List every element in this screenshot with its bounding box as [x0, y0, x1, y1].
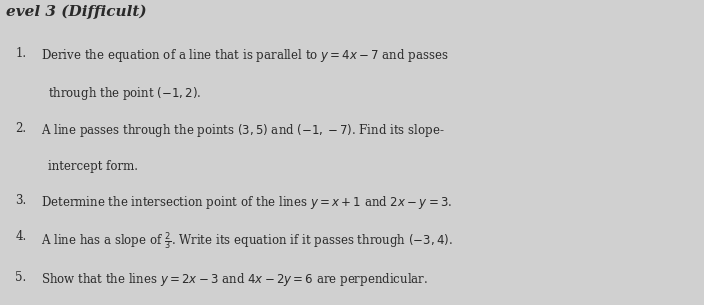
- Text: evel 3 (Difficult): evel 3 (Difficult): [6, 5, 146, 19]
- Text: 2.: 2.: [15, 122, 27, 135]
- Text: Determine the intersection point of the lines $y = x + 1$ and $2x - y = 3$.: Determine the intersection point of the …: [41, 194, 452, 211]
- Text: through the point $(-1, 2)$.: through the point $(-1, 2)$.: [48, 85, 201, 102]
- Text: 1.: 1.: [15, 47, 27, 60]
- Text: Show that the lines $y = 2x - 3$ and $4x - 2y = 6$ are perpendicular.: Show that the lines $y = 2x - 3$ and $4x…: [41, 271, 428, 289]
- Text: Derive the equation of a line that is parallel to $y = 4x - 7$ and passes: Derive the equation of a line that is pa…: [41, 47, 448, 64]
- Text: 5.: 5.: [15, 271, 27, 285]
- Text: intercept form.: intercept form.: [48, 160, 138, 173]
- Text: 3.: 3.: [15, 194, 27, 207]
- Text: A line has a slope of $\frac{2}{3}$. Write its equation if it passes through $(-: A line has a slope of $\frac{2}{3}$. Wri…: [41, 230, 453, 252]
- Text: 4.: 4.: [15, 230, 27, 243]
- Text: A line passes through the points $(3, 5)$ and $(-1, -7)$. Find its slope-: A line passes through the points $(3, 5)…: [41, 122, 444, 139]
